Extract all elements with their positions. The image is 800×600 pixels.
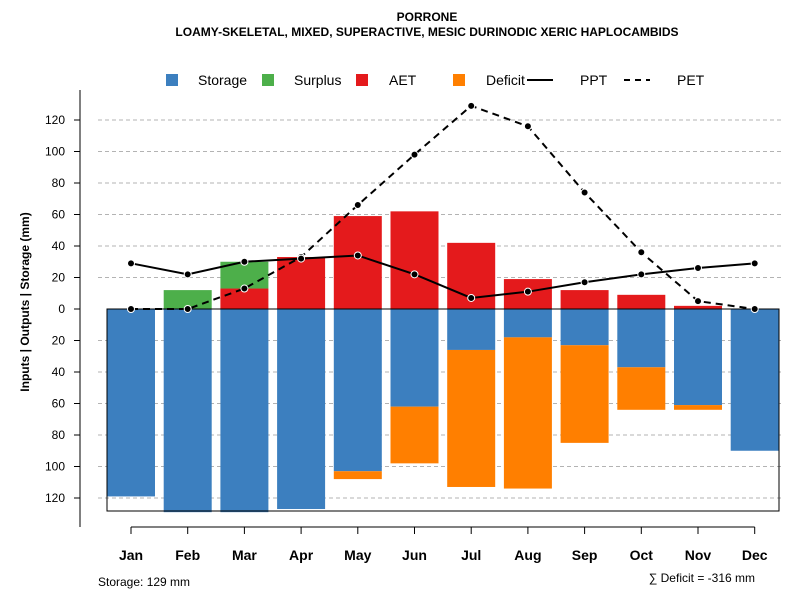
deficit-footer: ∑ Deficit = -316 mm xyxy=(649,571,755,585)
bars xyxy=(107,211,779,513)
ppt-point xyxy=(240,257,249,266)
month-label: Apr xyxy=(289,547,314,563)
aet-bar xyxy=(390,211,439,309)
ppt-point xyxy=(580,278,589,287)
pet-point xyxy=(750,305,759,313)
ppt-point xyxy=(637,270,646,279)
storage-bar xyxy=(503,309,552,338)
month-label: Jul xyxy=(461,547,481,563)
axes: 120 100 80 60 40 20 0 20 40 60 80 100 120 Jan Feb Mar Ap… xyxy=(45,90,768,563)
deficit-bar xyxy=(560,345,609,443)
month-label: Nov xyxy=(685,547,712,563)
pet-point xyxy=(523,122,532,131)
y-tick-label: 60 xyxy=(52,397,66,411)
deficit-bar xyxy=(390,406,439,464)
chart-title: PORRONE xyxy=(397,10,458,24)
y-tick-label: 100 xyxy=(45,460,65,474)
deficit-bar xyxy=(503,337,552,489)
legend-swatch-aet xyxy=(356,74,368,86)
y-axis-label: Inputs | Outputs | Storage (mm) xyxy=(18,212,32,391)
aet-bar xyxy=(333,216,382,309)
aet-bar xyxy=(560,290,609,309)
aet-bar xyxy=(220,288,269,309)
y-tick-label: 40 xyxy=(52,239,66,253)
month-label: Feb xyxy=(175,547,200,563)
series-lines xyxy=(127,101,759,313)
month-label: Jan xyxy=(119,547,143,563)
deficit-bar xyxy=(617,367,666,410)
ppt-point xyxy=(750,259,759,268)
ppt-point xyxy=(523,287,532,296)
y-tick-label: 120 xyxy=(45,491,65,505)
storage-bar xyxy=(220,309,269,513)
storage-bar xyxy=(390,309,439,407)
ppt-point xyxy=(353,251,362,260)
gridlines xyxy=(98,119,782,499)
storage-bar xyxy=(447,309,496,350)
pet-point xyxy=(353,201,362,210)
month-label: Aug xyxy=(514,547,541,563)
ppt-point xyxy=(183,270,192,279)
month-label: Jun xyxy=(402,547,427,563)
y-tick-label: 0 xyxy=(58,302,65,316)
storage-bar xyxy=(730,309,779,451)
aet-bar xyxy=(617,294,666,309)
ppt-line xyxy=(130,254,755,299)
legend-swatch-surplus xyxy=(262,74,274,86)
legend-label-ppt: PPT xyxy=(580,72,608,88)
storage-bar xyxy=(163,309,212,513)
aet-bar xyxy=(277,257,326,309)
legend: Storage Surplus AET Deficit PPT PET xyxy=(166,72,705,88)
storage-bar xyxy=(277,309,326,510)
surplus-bar xyxy=(163,290,212,309)
ppt-point xyxy=(297,254,306,263)
pet-point xyxy=(127,305,135,313)
pet-line xyxy=(131,104,755,310)
y-tick-label: 80 xyxy=(52,176,66,190)
legend-label-pet: PET xyxy=(677,72,705,88)
deficit-bar xyxy=(333,471,382,480)
deficit-bar xyxy=(447,349,496,487)
legend-label-surplus: Surplus xyxy=(294,72,341,88)
ppt-point xyxy=(410,270,419,279)
storage-bar xyxy=(617,309,666,368)
pet-point xyxy=(240,284,249,293)
legend-label-storage: Storage xyxy=(198,72,247,88)
ppt-point xyxy=(467,293,476,302)
y-tick-label: 20 xyxy=(52,271,66,285)
chart-subtitle: LOAMY-SKELETAL, MIXED, SUPERACTIVE, MESI… xyxy=(175,25,678,39)
pet-point xyxy=(580,188,589,197)
pet-point xyxy=(694,297,702,306)
pet-point xyxy=(183,305,192,313)
pet-point xyxy=(410,150,419,159)
storage-bar xyxy=(674,309,722,406)
storage-bar xyxy=(333,309,382,472)
month-label: Oct xyxy=(630,547,654,563)
legend-label-deficit: Deficit xyxy=(486,72,525,88)
legend-swatch-deficit xyxy=(453,74,465,86)
month-label: Sep xyxy=(572,547,598,563)
month-label: May xyxy=(344,547,371,563)
aet-bar xyxy=(674,305,722,309)
pet-point xyxy=(637,248,646,257)
y-tick-label: 120 xyxy=(45,113,65,127)
y-tick-label: 40 xyxy=(52,365,66,379)
storage-footer: Storage: 129 mm xyxy=(98,575,190,589)
deficit-bar xyxy=(674,405,722,410)
pet-point xyxy=(467,101,476,110)
y-tick-label: 60 xyxy=(52,208,66,222)
y-tick-label: 20 xyxy=(52,334,66,348)
storage-bar xyxy=(560,309,609,346)
ppt-point xyxy=(127,259,135,268)
plot-frame xyxy=(106,308,780,512)
legend-label-aet: AET xyxy=(389,72,417,88)
month-label: Mar xyxy=(232,547,257,563)
y-tick-label: 80 xyxy=(52,428,66,442)
storage-bar xyxy=(107,309,155,497)
legend-swatch-storage xyxy=(166,74,178,86)
month-label: Dec xyxy=(742,547,768,563)
y-tick-label: 100 xyxy=(45,145,65,159)
ppt-point xyxy=(694,264,702,273)
